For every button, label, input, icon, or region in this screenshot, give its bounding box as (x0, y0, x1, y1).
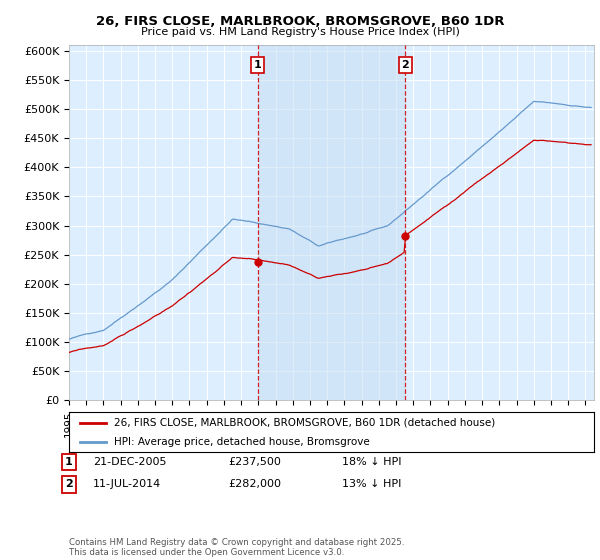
Text: 2: 2 (65, 479, 73, 489)
Text: £282,000: £282,000 (228, 479, 281, 489)
Bar (258, 45, 405, 400)
Text: 21-DEC-2005: 21-DEC-2005 (93, 457, 167, 467)
Text: 18% ↓ HPI: 18% ↓ HPI (342, 457, 401, 467)
Text: 13% ↓ HPI: 13% ↓ HPI (342, 479, 401, 489)
Text: Contains HM Land Registry data © Crown copyright and database right 2025.
This d: Contains HM Land Registry data © Crown c… (69, 538, 404, 557)
Text: 2: 2 (401, 60, 409, 70)
Text: HPI: Average price, detached house, Bromsgrove: HPI: Average price, detached house, Brom… (113, 437, 370, 447)
Text: 1: 1 (65, 457, 73, 467)
Text: 11-JUL-2014: 11-JUL-2014 (93, 479, 161, 489)
Text: £237,500: £237,500 (228, 457, 281, 467)
Text: 1: 1 (254, 60, 262, 70)
Text: 26, FIRS CLOSE, MARLBROOK, BROMSGROVE, B60 1DR (detached house): 26, FIRS CLOSE, MARLBROOK, BROMSGROVE, B… (113, 418, 495, 428)
Text: 26, FIRS CLOSE, MARLBROOK, BROMSGROVE, B60 1DR: 26, FIRS CLOSE, MARLBROOK, BROMSGROVE, B… (96, 15, 504, 28)
Text: Price paid vs. HM Land Registry's House Price Index (HPI): Price paid vs. HM Land Registry's House … (140, 27, 460, 37)
